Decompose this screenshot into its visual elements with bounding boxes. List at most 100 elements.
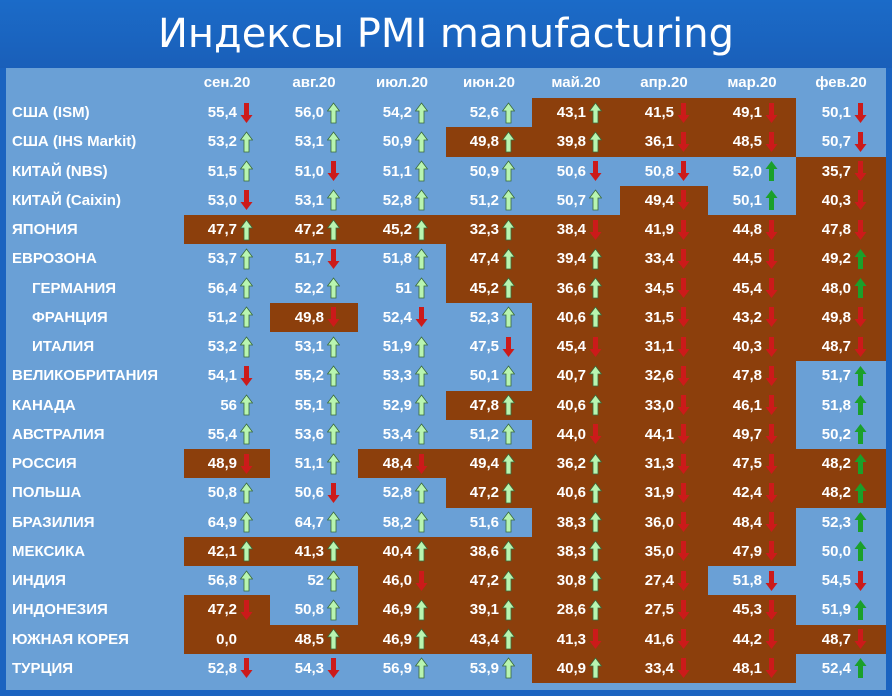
pmi-cell: 56	[184, 391, 270, 420]
country-label: США (IHS Markit)	[12, 133, 137, 151]
pmi-cell: 47,2	[184, 595, 270, 625]
table-row: ПОЛЬША 50,8 50,6 52,8 47,2 40,6 31,9 42,4 48,2	[6, 478, 886, 508]
arrow-down-icon	[677, 540, 690, 562]
pmi-cell: 50,9	[446, 157, 532, 186]
pmi-cell: 49,4	[620, 185, 708, 215]
arrow-down-icon	[240, 599, 253, 621]
pmi-value: 39,8	[556, 133, 586, 151]
pmi-cell: 52,6	[446, 98, 532, 127]
arrow-up-icon	[854, 248, 867, 270]
arrow-down-icon	[677, 570, 690, 592]
country-label: ЕВРОЗОНА	[12, 250, 97, 268]
country-label: ЮЖНАЯ КОРЕЯ	[12, 630, 129, 648]
pmi-cell: 40,6	[532, 478, 620, 508]
arrow-up-icon	[240, 277, 253, 299]
country-label: ИНДИЯ	[12, 572, 66, 590]
arrow-up-icon	[502, 657, 515, 679]
pmi-cell: 51	[358, 274, 446, 303]
pmi-cell: 51,5	[184, 157, 270, 186]
arrow-down-icon	[854, 102, 867, 124]
pmi-cell: 32,6	[620, 361, 708, 391]
pmi-cell: 30,8	[532, 566, 620, 596]
pmi-cell: 43,4	[446, 624, 532, 654]
country-label: КАНАДА	[12, 396, 76, 414]
arrow-up-icon	[589, 365, 602, 387]
pmi-value: 51,1	[294, 455, 324, 473]
arrow-down-icon	[765, 219, 778, 241]
pmi-value: 51,8	[821, 396, 851, 414]
pmi-cell: 47,2	[446, 478, 532, 508]
pmi-value: 36,0	[644, 513, 674, 531]
arrow-down-icon	[589, 219, 602, 241]
pmi-value: 48,5	[732, 133, 762, 151]
pmi-value: 53,9	[469, 659, 499, 677]
pmi-value: 52,3	[821, 513, 851, 531]
table-row: ВЕЛИКОБРИТАНИЯ 54,1 55,2 53,3 50,1 40,7 32,6 47…	[6, 361, 886, 391]
pmi-cell: 31,3	[620, 449, 708, 479]
pmi-cell: 27,5	[620, 595, 708, 625]
pmi-cell: 51,2	[184, 303, 270, 332]
pmi-cell: 48,7	[796, 624, 886, 654]
pmi-value: 40,7	[556, 367, 586, 385]
pmi-value: 47,7	[207, 221, 237, 239]
pmi-cell: 39,4	[532, 244, 620, 274]
pmi-value: 54,5	[821, 572, 851, 590]
arrow-up-icon	[854, 657, 867, 679]
pmi-value: 27,5	[644, 601, 674, 619]
pmi-value: 49,7	[732, 425, 762, 443]
arrow-down-icon	[677, 394, 690, 416]
arrow-down-icon	[677, 248, 690, 270]
pmi-value: 48,0	[821, 279, 851, 297]
pmi-value: 52,4	[382, 308, 412, 326]
arrow-up-icon	[589, 599, 602, 621]
arrow-up-icon	[415, 160, 428, 182]
arrow-down-icon	[240, 189, 253, 211]
pmi-value: 55,4	[207, 104, 237, 122]
pmi-cell: 55,2	[270, 361, 358, 390]
pmi-cell: 41,3	[532, 624, 620, 654]
pmi-cell: 52,2	[270, 274, 358, 303]
arrow-up-icon	[415, 277, 428, 299]
pmi-value: 48,1	[732, 659, 762, 677]
pmi-value: 48,7	[821, 630, 851, 648]
pmi-cell: 52,3	[796, 508, 886, 537]
pmi-value: 38,3	[556, 513, 586, 531]
pmi-value: 44,5	[732, 250, 762, 268]
arrow-up-icon	[854, 540, 867, 562]
pmi-cell: 52,0	[708, 157, 796, 186]
country-label: ТУРЦИЯ	[12, 659, 74, 677]
pmi-cell: 52,8	[184, 654, 270, 683]
pmi-value: 51,2	[469, 191, 499, 209]
pmi-value: 42,4	[732, 484, 762, 502]
pmi-cell: 50,8	[620, 157, 708, 186]
arrow-down-icon	[677, 277, 690, 299]
arrow-up-icon	[327, 423, 340, 445]
arrow-down-icon	[677, 160, 690, 182]
pmi-cell: 55,4	[184, 420, 270, 449]
arrow-down-icon	[765, 423, 778, 445]
arrow-up-icon	[502, 248, 515, 270]
table-row: США (ISM) 55,4 56,0 54,2 52,6 43,1 41,5 49,1 50,…	[6, 98, 886, 128]
arrow-down-icon	[854, 628, 867, 650]
pmi-value: 40,9	[556, 659, 586, 677]
pmi-value: 34,5	[644, 279, 674, 297]
arrow-down-icon	[415, 306, 428, 328]
arrow-down-icon	[589, 423, 602, 445]
pmi-cell: 50,2	[796, 420, 886, 449]
pmi-cell: 52,8	[358, 478, 446, 507]
pmi-value: 41,5	[644, 104, 674, 122]
arrow-up-icon	[415, 423, 428, 445]
pmi-cell: 31,9	[620, 478, 708, 508]
pmi-cell: 39,1	[446, 595, 532, 625]
pmi-cell: 32,3	[446, 215, 532, 245]
pmi-cell: 44,2	[708, 624, 796, 654]
pmi-cell: 46,9	[358, 624, 446, 654]
pmi-cell: 41,6	[620, 624, 708, 654]
pmi-cell: 53,2	[184, 332, 270, 361]
arrow-up-icon	[854, 365, 867, 387]
pmi-cell: 52,3	[446, 303, 532, 332]
pmi-cell: 41,3	[270, 536, 358, 566]
arrow-up-icon	[854, 482, 867, 504]
arrow-down-icon	[327, 657, 340, 679]
arrow-up-icon	[327, 394, 340, 416]
